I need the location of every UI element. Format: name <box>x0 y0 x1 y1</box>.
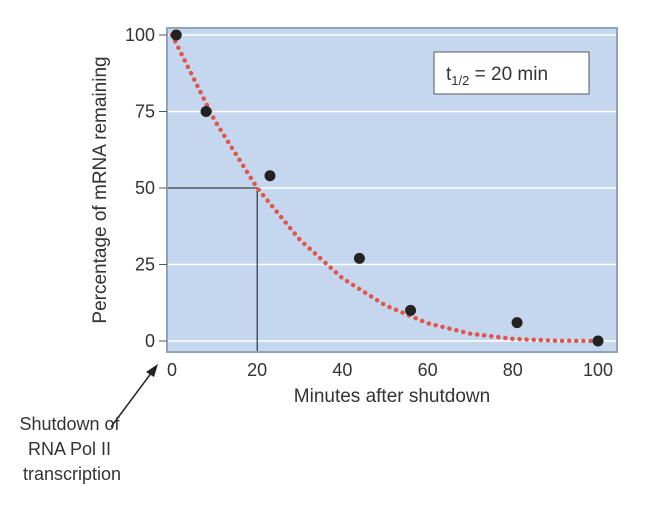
y-tick-label: 50 <box>135 178 155 198</box>
fit-curve <box>169 32 601 344</box>
x-tick-label: 40 <box>332 360 352 380</box>
y-tick-label: 100 <box>125 25 155 45</box>
y-tick-label: 75 <box>135 102 155 122</box>
data-points <box>170 29 604 347</box>
data-point <box>264 170 276 182</box>
x-tick-label: 60 <box>418 360 438 380</box>
x-tick-label: 0 <box>167 360 177 380</box>
y-tick-labels: 0 25 50 75 100 <box>125 25 155 351</box>
x-tick-label: 20 <box>247 360 267 380</box>
x-tick-label: 100 <box>583 360 613 380</box>
t-subscript: 1/2 <box>451 73 469 88</box>
data-point <box>170 29 182 41</box>
y-tick-label: 0 <box>145 331 155 351</box>
data-point <box>405 304 417 316</box>
data-point <box>511 317 523 329</box>
half-life-value: = 20 min <box>469 64 548 85</box>
x-axis-label: Minutes after shutdown <box>294 386 490 407</box>
x-tick-labels: 0 20 40 60 80 100 <box>167 360 613 380</box>
y-axis-label: Percentage of mRNA remaining <box>90 56 111 323</box>
y-tick-label: 25 <box>135 255 155 275</box>
shutdown-arrow <box>110 364 158 428</box>
data-point <box>592 335 604 347</box>
half-life-box: t1/2 = 20 min <box>433 51 590 95</box>
svg-text:t1/2 = 20 min: t1/2 = 20 min <box>446 64 548 88</box>
data-point <box>353 252 365 264</box>
t-symbol: t <box>446 64 452 85</box>
x-tick-label: 80 <box>503 360 523 380</box>
data-point <box>200 106 212 117</box>
shutdown-annotation: Shutdown of RNA Pol II transcription <box>19 414 124 484</box>
fit-curve-line <box>169 32 601 344</box>
